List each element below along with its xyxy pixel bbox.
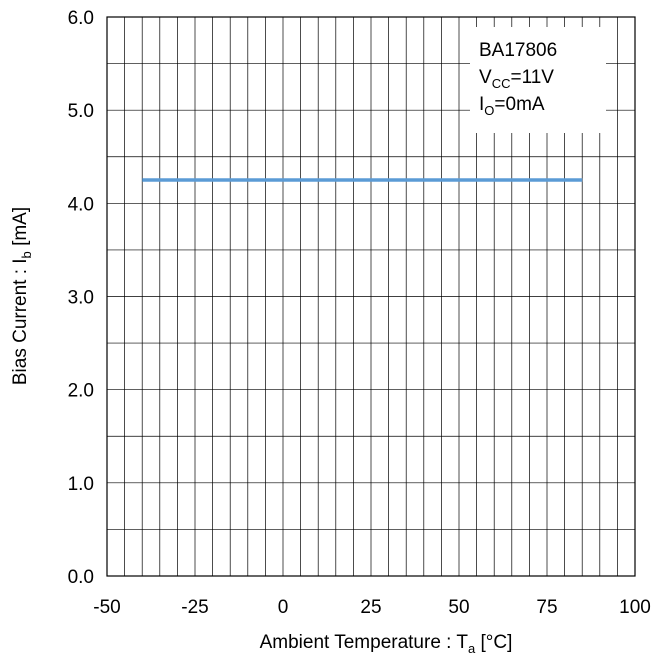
x-tick-labels: -50 -25 0 25 50 75 100 [93, 597, 651, 618]
x-tick-label: 0 [278, 597, 289, 618]
y-tick-label: 6.0 [68, 8, 94, 29]
y-tick-label: 0.0 [68, 567, 94, 588]
y-tick-label: 1.0 [68, 474, 94, 495]
y-tick-label: 2.0 [68, 381, 94, 402]
x-axis-label: Ambient Temperature : Ta [°C] [260, 632, 513, 656]
x-tick-label: 25 [360, 597, 381, 618]
y-tick-label: 3.0 [68, 288, 94, 309]
annotation-part-number: BA17806 [479, 40, 557, 61]
y-tick-label: 5.0 [68, 101, 94, 122]
annotation-box [470, 27, 606, 133]
annotation-vcc: VCC=11V [479, 67, 554, 91]
y-tick-label: 4.0 [68, 194, 94, 215]
x-tick-label: 75 [536, 597, 557, 618]
plot-frame [106, 16, 636, 577]
grid [107, 17, 635, 576]
x-tick-label: 100 [619, 597, 651, 618]
x-tick-label: 50 [448, 597, 469, 618]
y-tick-labels: 0.0 1.0 2.0 3.0 4.0 5.0 6.0 [68, 8, 94, 588]
annotation-io: IO=0mA [479, 94, 545, 118]
x-tick-label: -50 [93, 597, 120, 618]
x-tick-label: -25 [181, 597, 208, 618]
y-axis-label: Bias Current : Ib [mA] [10, 207, 34, 385]
